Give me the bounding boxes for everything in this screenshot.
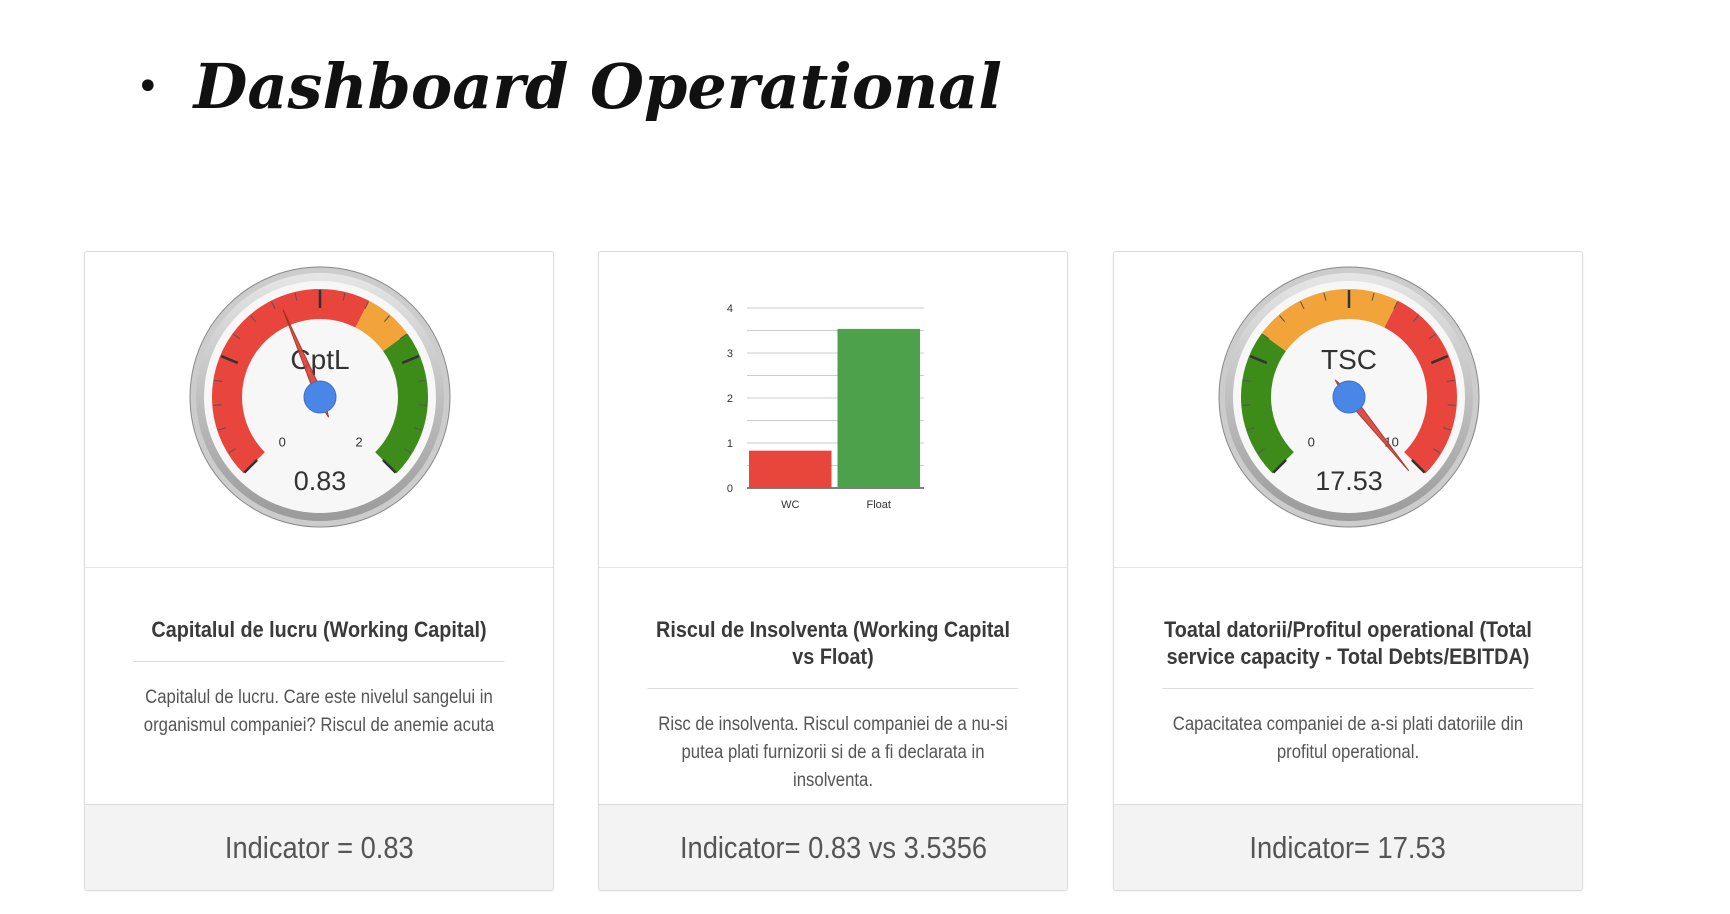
y-tick-label: 0 xyxy=(727,483,733,495)
gauge-max-label: 2 xyxy=(355,434,362,449)
gauge-major-tick xyxy=(1430,354,1449,365)
gauge-major-tick xyxy=(382,459,397,474)
gauge-minor-tick xyxy=(418,404,427,406)
gauge-minor-tick xyxy=(417,379,426,383)
card-heading: Riscul de Insolventa (Working Capital vs… xyxy=(647,616,1019,689)
gauge-minor-tick xyxy=(270,301,276,310)
gauge-minor-tick xyxy=(1393,301,1399,310)
gauge-minor-tick xyxy=(1257,448,1265,454)
bar-chart-panel: 0 1 2 3 4 WC Float xyxy=(599,252,1067,568)
gauge-value-label: 0.83 xyxy=(294,466,347,496)
card-description: Capitalul de lucru. Care este nivelul sa… xyxy=(143,687,495,736)
gauge-band xyxy=(354,300,408,352)
gauge-min-label: 0 xyxy=(279,434,286,449)
gauge-value-label: 17.53 xyxy=(1315,466,1383,496)
gauge-minor-tick xyxy=(1412,315,1419,323)
x-tick-label: Float xyxy=(867,499,891,511)
gauge-band xyxy=(1261,289,1399,352)
gauge-major-tick xyxy=(401,354,420,365)
gauge-band xyxy=(1241,333,1295,474)
gauge-band xyxy=(212,289,370,474)
gauge-minor-tick xyxy=(1433,448,1441,454)
gauge-major-tick xyxy=(1411,459,1426,474)
gauge-minor-tick xyxy=(1443,427,1451,431)
card-footer: Indicator= 0.83 vs 3.5356 xyxy=(599,804,1067,890)
gauge-minor-tick xyxy=(404,448,412,454)
gauge-minor-tick xyxy=(399,333,407,340)
y-tick-label: 1 xyxy=(727,438,733,450)
card-heading: Toatal datorii/Profitul operational (Tot… xyxy=(1162,616,1534,689)
card-description: Risc de insolventa. Riscul companiei de … xyxy=(658,714,1008,791)
card-body: Toatal datorii/Profitul operational (Tot… xyxy=(1142,616,1554,767)
gauge-minor-tick xyxy=(213,404,222,406)
gauge-minor-tick xyxy=(1279,315,1286,323)
gauge-minor-tick xyxy=(218,427,226,431)
gauge-minor-tick xyxy=(228,448,236,454)
gauge-minor-tick xyxy=(1299,301,1305,310)
gauge-minor-tick xyxy=(250,315,257,323)
gauge-major-tick xyxy=(220,354,239,365)
card-total-service-capacity: 0 10 TSC 17.53 Toatal datorii/Profitul oper… xyxy=(1113,251,1583,891)
card-description: Capacitatea companiei de a-si plati dato… xyxy=(1172,714,1524,763)
card-working-capital: 0 2 CptL 0.83 Capitalul de lucru (Working C… xyxy=(84,251,554,891)
title-bullet: • xyxy=(136,64,160,110)
gauge-minor-tick xyxy=(1243,379,1252,383)
card-body: Capitalul de lucru (Working Capital) Cap… xyxy=(113,616,525,740)
gauge-minor-tick xyxy=(214,379,223,383)
bar-wc xyxy=(749,450,832,488)
page-title: Dashboard Operational xyxy=(193,50,1002,123)
indicator-value: Indicator= 0.83 vs 3.5356 xyxy=(679,829,987,865)
gauge-minor-tick xyxy=(1242,404,1251,406)
gauge-minor-tick xyxy=(383,315,390,323)
bar-float xyxy=(837,328,920,488)
gauge-major-tick xyxy=(1249,354,1268,365)
gauge-minor-tick xyxy=(1247,427,1255,431)
gauge-minor-tick xyxy=(1447,404,1456,406)
gauge-minor-tick xyxy=(1323,292,1327,301)
gauge-major-tick xyxy=(243,459,258,474)
y-tick-label: 4 xyxy=(727,303,733,315)
y-tick-label: 3 xyxy=(727,348,733,360)
page-header: • Dashboard Operational xyxy=(136,56,1002,118)
card-footer: Indicator = 0.83 xyxy=(85,804,553,890)
gauge-name-label: TSC xyxy=(1321,344,1377,375)
gauge-hub xyxy=(1332,380,1366,414)
gauge-minor-tick xyxy=(1428,333,1436,340)
x-tick-label: WC xyxy=(781,499,799,511)
gauge-minor-tick xyxy=(294,292,298,301)
bar-chart-wc-vs-float: 0 1 2 3 4 WC Float xyxy=(727,303,924,511)
gauge-minor-tick xyxy=(342,292,346,301)
gauge-min-label: 0 xyxy=(1308,434,1315,449)
card-footer: Indicator= 17.53 xyxy=(1114,804,1582,890)
card-heading: Capitalul de lucru (Working Capital) xyxy=(133,616,505,662)
gauge-minor-tick xyxy=(233,333,241,340)
gauge-panel: 0 10 TSC 17.53 xyxy=(1114,252,1582,568)
gauge-band xyxy=(1383,300,1457,474)
y-tick-label: 2 xyxy=(727,393,733,405)
card-body: Riscul de Insolventa (Working Capital vs… xyxy=(627,616,1039,795)
indicator-value: Indicator = 0.83 xyxy=(224,829,414,865)
indicator-value: Indicator= 17.53 xyxy=(1249,829,1447,865)
gauge-minor-tick xyxy=(414,427,422,431)
gauge-minor-tick xyxy=(364,301,370,310)
gauge-minor-tick xyxy=(1446,379,1455,383)
gauge-panel: 0 2 CptL 0.83 xyxy=(85,252,553,568)
gauge-minor-tick xyxy=(1371,292,1375,301)
gauge-hub xyxy=(303,380,337,414)
gauge-minor-tick xyxy=(1262,333,1270,340)
card-insolvency-risk: 0 1 2 3 4 WC Float Riscul de Insolventa (Worki… xyxy=(598,251,1068,891)
gauge-band xyxy=(374,333,428,474)
gauge-major-tick xyxy=(1272,459,1287,474)
